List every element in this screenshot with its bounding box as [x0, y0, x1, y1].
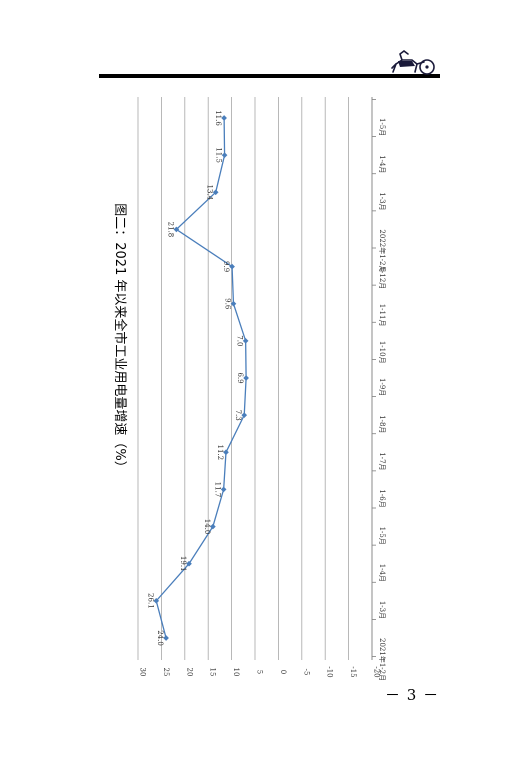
series-line [155, 117, 247, 639]
category-label: 1-12月 [378, 267, 386, 290]
data-point-marker [220, 486, 227, 493]
data-label: 11.7 [214, 482, 222, 498]
data-point-marker [173, 226, 180, 233]
data-label: 9.9 [222, 261, 230, 272]
data-label: 21.8 [166, 222, 174, 238]
data-point-marker [210, 523, 216, 530]
category-label: 2022年1-2月 [378, 229, 387, 272]
category-label: 1-6月 [378, 489, 386, 507]
category-label: 1-4月 [378, 564, 386, 582]
data-point-marker [153, 598, 160, 604]
value-tick-label: -5 [302, 669, 310, 676]
value-tick-label: 30 [139, 668, 147, 677]
data-label: 24.0 [156, 630, 164, 646]
category-label: 1-4月 [378, 155, 386, 173]
data-point-marker [221, 152, 228, 158]
data-point-marker [186, 560, 192, 567]
category-label: 1-3月 [378, 601, 386, 619]
data-label: 19.1 [179, 556, 187, 572]
data-point-marker [230, 300, 237, 307]
category-label: 1-9月 [378, 378, 386, 396]
data-label: 7.0 [236, 335, 244, 346]
data-point-marker [163, 635, 169, 641]
data-point-marker [212, 189, 219, 196]
data-label: 13.4 [206, 184, 214, 200]
data-label: 6.9 [236, 372, 244, 383]
data-point-marker [243, 375, 249, 381]
data-label: 14.0 [203, 519, 211, 535]
data-point-marker [241, 412, 248, 418]
value-tick-label: -20 [373, 666, 381, 677]
value-tick-label: 20 [185, 668, 193, 677]
category-label: 1-11月 [378, 304, 386, 327]
chart-title: 图二：2021 年以来全市工业用电量增速（%） [112, 203, 128, 474]
data-point-marker [229, 263, 235, 270]
page-number: － 3 － [385, 686, 440, 704]
data-point-marker [223, 449, 229, 456]
category-label: 1-5月 [378, 527, 386, 545]
category-label: 2021年1-2月 [378, 638, 387, 681]
horse-cart-emblem-icon [391, 50, 435, 75]
value-tick-label: 25 [162, 668, 170, 677]
value-tick-label: 5 [256, 670, 264, 674]
data-point-marker [221, 115, 227, 121]
category-label: 1-7月 [378, 452, 386, 470]
category-label: 1-3月 [378, 192, 386, 210]
value-tick-label: 0 [279, 670, 287, 674]
data-label: 11.5 [215, 147, 223, 163]
data-label: 9.6 [223, 298, 231, 310]
category-label: 1-10月 [378, 341, 386, 364]
value-tick-label: 10 [232, 668, 240, 677]
category-label: 1-8月 [378, 415, 386, 433]
data-point-marker [242, 338, 249, 344]
data-label: 7.3 [234, 410, 242, 421]
value-tick-label: 15 [209, 668, 217, 677]
header-rule [99, 74, 440, 78]
data-label: 11.6 [214, 110, 222, 126]
category-label: 1-5月 [378, 118, 386, 136]
value-tick-label: -15 [349, 666, 357, 677]
data-label: 26.1 [146, 593, 154, 609]
data-label: 11.2 [216, 444, 224, 460]
value-tick-label: -10 [326, 666, 334, 677]
